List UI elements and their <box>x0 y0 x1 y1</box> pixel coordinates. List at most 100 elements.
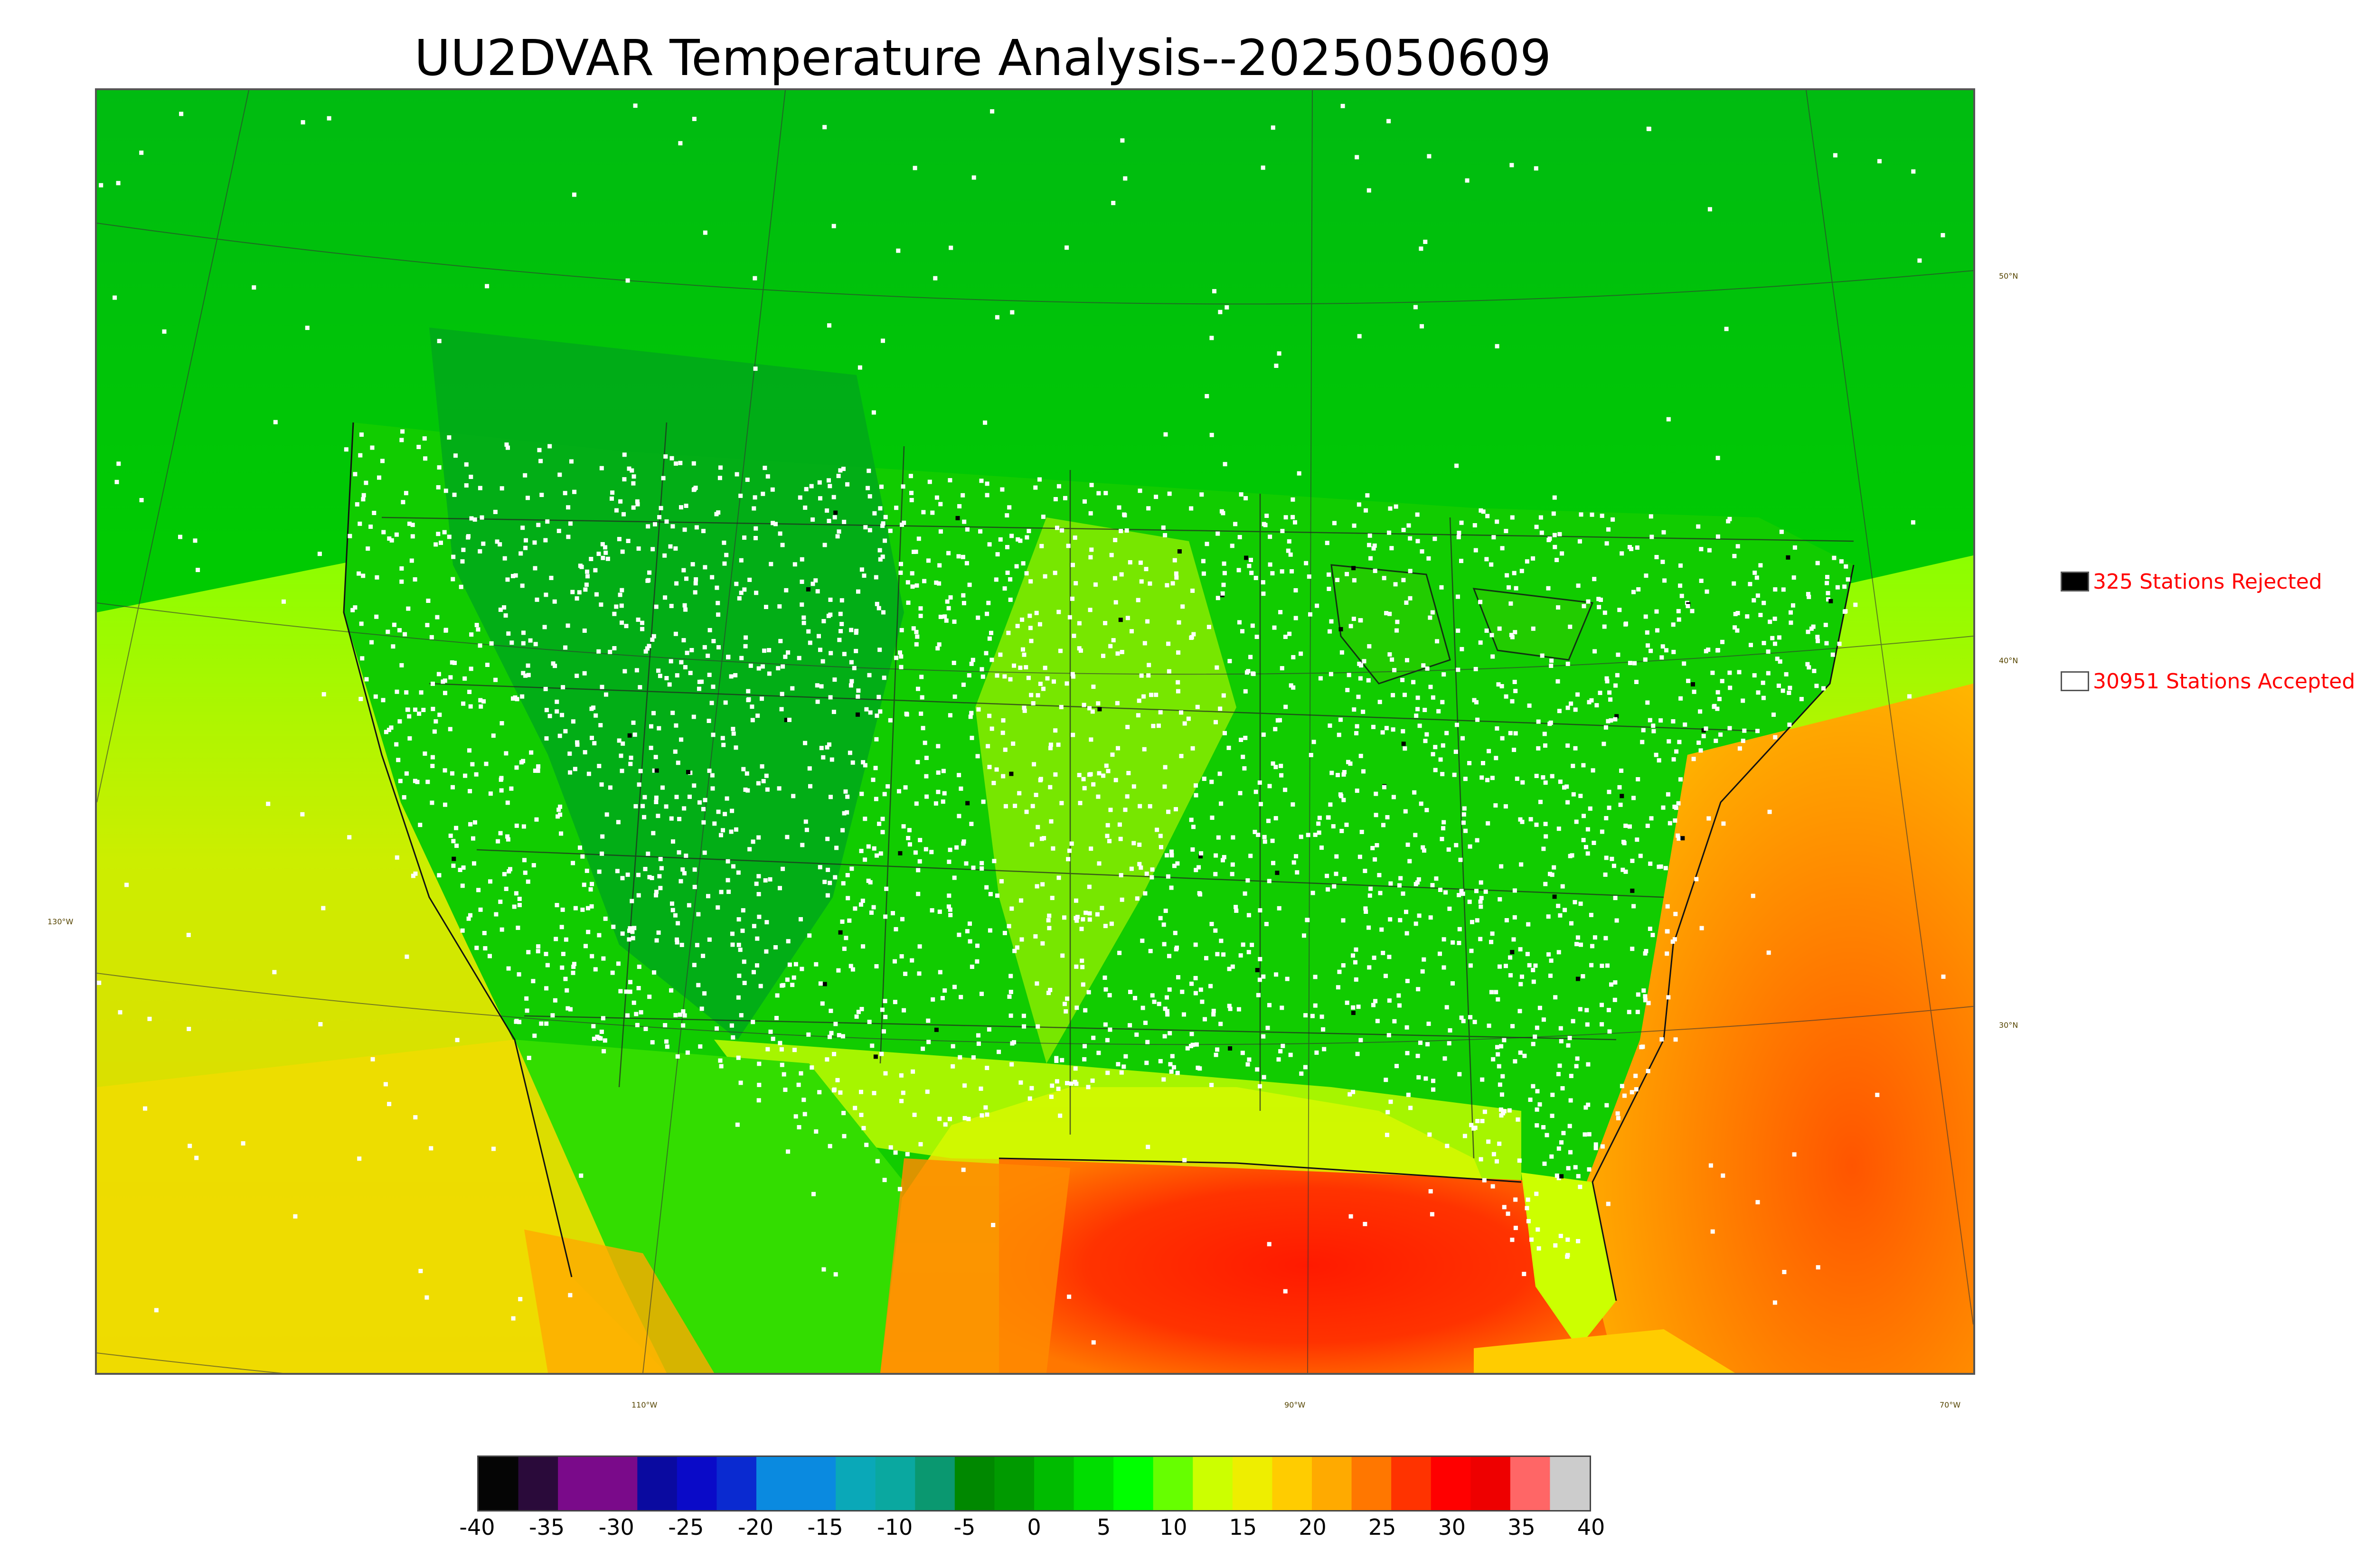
station-marker <box>866 486 870 490</box>
station-marker <box>946 551 951 555</box>
station-marker <box>702 645 707 649</box>
station-marker <box>1671 649 1676 654</box>
station-marker <box>451 864 456 868</box>
station-marker <box>1042 836 1046 841</box>
station-marker <box>1082 1057 1087 1061</box>
station-marker <box>575 596 579 601</box>
station-marker <box>821 755 826 760</box>
station-marker <box>621 741 625 746</box>
station-marker <box>967 673 971 678</box>
station-marker <box>1194 783 1198 788</box>
station-marker <box>856 694 860 699</box>
station-marker <box>1463 828 1468 833</box>
station-marker <box>1707 548 1712 553</box>
station-marker <box>1328 802 1333 807</box>
station-marker <box>1166 809 1171 814</box>
station-marker <box>743 644 748 648</box>
station-marker <box>1536 1246 1541 1251</box>
station-marker <box>1363 869 1367 873</box>
station-marker <box>1666 417 1671 422</box>
station-marker <box>1654 555 1659 559</box>
station-marker <box>617 738 622 743</box>
station-marker <box>744 635 748 640</box>
station-marker <box>1357 854 1362 859</box>
station-marker <box>806 587 810 592</box>
station-marker <box>1555 679 1560 684</box>
station-marker <box>798 495 802 500</box>
station-marker <box>829 757 834 762</box>
station-marker <box>1140 939 1145 943</box>
station-marker <box>948 1117 952 1121</box>
station-marker <box>926 1040 931 1044</box>
station-marker <box>837 529 841 534</box>
station-marker <box>1345 572 1349 576</box>
station-marker <box>1027 529 1031 534</box>
station-marker <box>683 665 688 669</box>
station-marker <box>669 456 674 460</box>
station-marker <box>964 561 969 565</box>
station-marker <box>1606 1202 1611 1206</box>
station-marker <box>1272 625 1277 630</box>
station-marker <box>1010 310 1015 315</box>
station-marker <box>1078 801 1083 806</box>
station-marker <box>1334 872 1338 876</box>
station-marker <box>883 538 887 543</box>
station-marker <box>1435 639 1440 644</box>
station-marker <box>1408 596 1413 601</box>
station-marker <box>711 639 716 643</box>
station-marker <box>1423 239 1428 244</box>
station-marker <box>622 669 627 674</box>
station-marker <box>938 970 942 975</box>
station-marker <box>1486 821 1490 826</box>
station-marker <box>1459 559 1463 563</box>
station-marker <box>1073 1066 1078 1071</box>
station-marker <box>1088 608 1093 612</box>
station-marker <box>1166 874 1170 879</box>
station-marker <box>1050 896 1055 900</box>
station-marker <box>1240 629 1244 634</box>
station-marker <box>682 806 687 811</box>
station-marker <box>1654 609 1659 614</box>
station-marker <box>1168 1062 1173 1067</box>
station-marker <box>736 870 741 875</box>
station-marker <box>552 599 557 604</box>
station-marker <box>1550 774 1554 779</box>
station-marker <box>193 538 198 543</box>
station-marker <box>1590 944 1594 948</box>
station-marker <box>918 606 923 611</box>
station-marker <box>1318 676 1323 681</box>
station-marker <box>841 467 846 471</box>
station-marker <box>1573 746 1578 751</box>
station-marker <box>1283 704 1288 709</box>
station-marker <box>443 488 448 493</box>
station-marker <box>833 1022 838 1026</box>
station-marker <box>975 754 980 759</box>
station-marker <box>443 691 447 695</box>
station-marker <box>1255 968 1260 972</box>
station-marker <box>722 540 726 545</box>
station-marker <box>1762 601 1766 605</box>
station-marker <box>941 769 946 773</box>
station-marker <box>1403 809 1408 814</box>
station-marker <box>873 1054 878 1059</box>
station-marker <box>1699 547 1704 552</box>
station-marker <box>1008 974 1013 978</box>
station-marker <box>1413 305 1418 310</box>
station-marker <box>1457 940 1461 945</box>
station-marker <box>753 495 757 500</box>
station-marker <box>1578 1007 1583 1012</box>
station-marker <box>1081 982 1085 987</box>
station-marker <box>1209 779 1214 784</box>
station-marker <box>451 554 456 559</box>
station-marker <box>545 519 550 524</box>
station-marker <box>1368 556 1373 561</box>
station-marker <box>729 674 734 679</box>
station-marker <box>1046 991 1051 995</box>
station-marker <box>1619 769 1624 773</box>
station-marker <box>1387 998 1392 1003</box>
station-marker <box>880 830 885 835</box>
station-marker <box>1119 572 1124 577</box>
station-marker <box>1113 600 1118 605</box>
station-marker <box>980 1113 984 1118</box>
station-marker <box>361 573 366 578</box>
